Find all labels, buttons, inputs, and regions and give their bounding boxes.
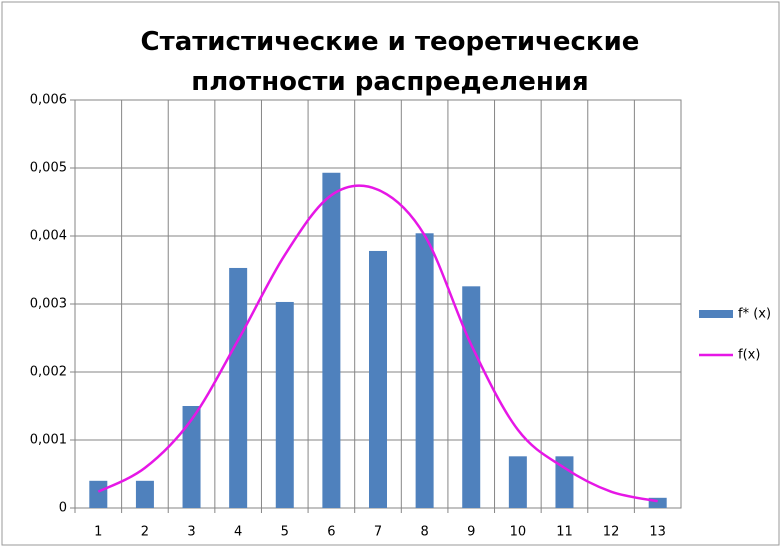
bar — [135, 480, 154, 508]
x-tick-label: 8 — [420, 525, 428, 540]
x-tick-label: 9 — [467, 525, 475, 540]
x-tick-label: 2 — [141, 525, 149, 540]
y-tick-label: 0,003 — [30, 297, 67, 312]
bar — [648, 497, 667, 508]
bar — [322, 172, 341, 508]
y-tick-label: 0,006 — [30, 93, 67, 108]
y-tick-label: 0 — [59, 501, 67, 516]
bar — [555, 456, 574, 508]
y-tick-label: 0,002 — [30, 365, 67, 380]
x-tick-label: 10 — [510, 525, 527, 540]
chart-title: Статистические и теоретические плотности… — [140, 27, 640, 97]
bar — [369, 250, 387, 508]
y-tick-label: 0,005 — [30, 161, 67, 176]
x-tick-label: 13 — [649, 525, 666, 540]
x-tick-label: 3 — [187, 525, 195, 540]
x-tick-label: 5 — [281, 525, 289, 540]
x-tick-label: 11 — [556, 525, 573, 540]
bar — [182, 406, 201, 508]
bar — [462, 286, 481, 508]
bar — [89, 480, 108, 508]
bar — [275, 301, 294, 508]
bar — [229, 267, 248, 508]
x-tick-label: 7 — [374, 525, 382, 540]
legend-label: f* (x) — [738, 307, 771, 322]
line — [97, 184, 658, 503]
x-tick-label: 1 — [94, 525, 102, 540]
x-tick-label: 12 — [603, 525, 620, 540]
y-tick-label: 0,004 — [30, 229, 67, 244]
x-tick-label: 4 — [234, 525, 242, 540]
legend-swatch — [699, 310, 733, 318]
legend-label: f(x) — [738, 348, 760, 363]
bar — [415, 233, 434, 508]
y-tick-label: 0,001 — [30, 433, 67, 448]
x-tick-label: 6 — [327, 525, 335, 540]
bar — [508, 456, 527, 508]
